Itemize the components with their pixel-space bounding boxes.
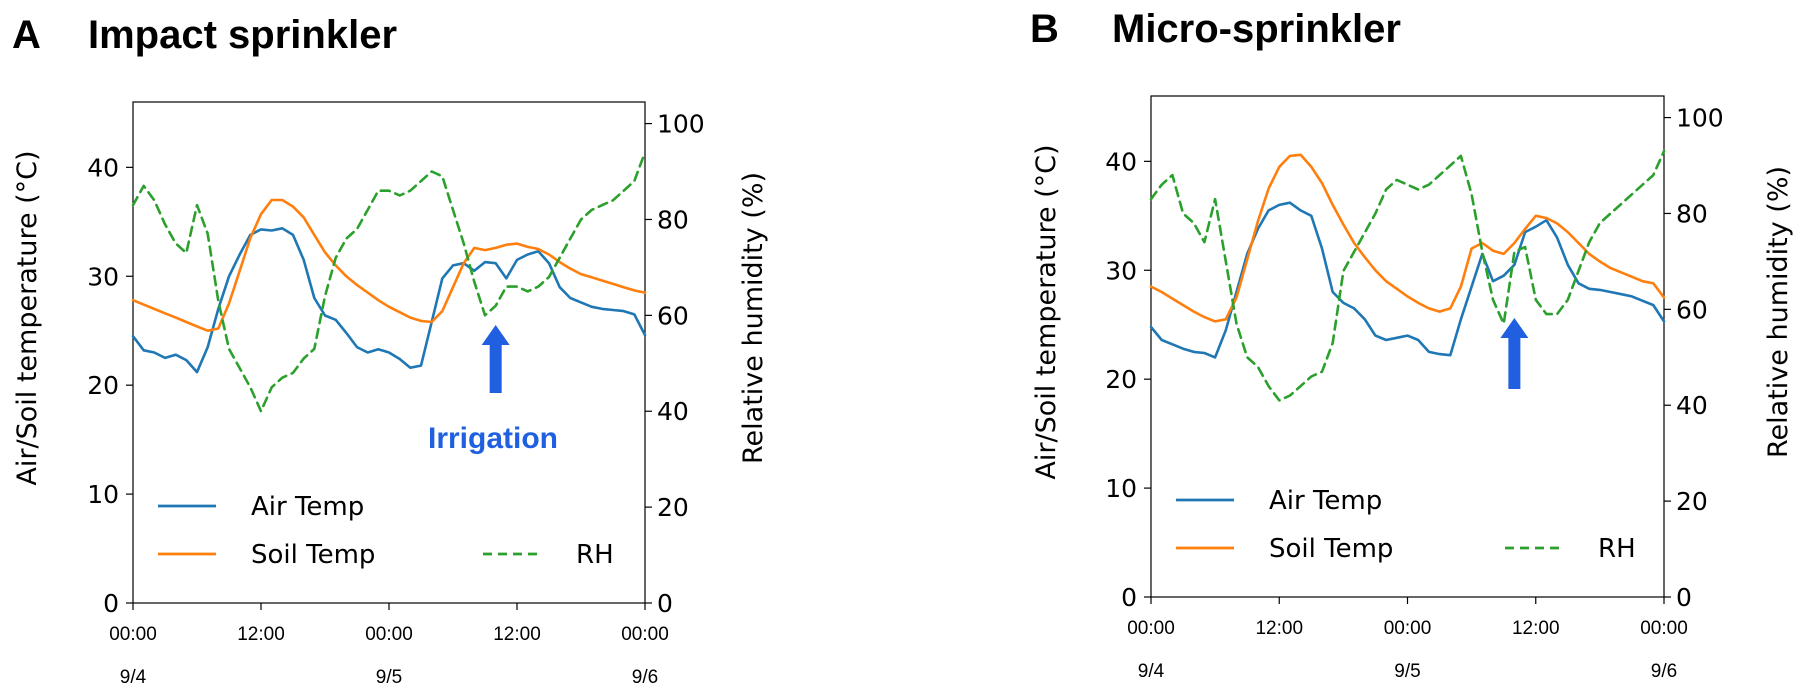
panel-a: A Impact sprinkler Air/Soil temperature … bbox=[12, 13, 769, 688]
panel-a-x-tick-date: 9/5 bbox=[376, 667, 402, 688]
panel-b-x-tick-date: 9/6 bbox=[1651, 661, 1677, 682]
panel-a-x-tick-date: 9/4 bbox=[120, 667, 147, 688]
panel-b-x-tick-date: 9/4 bbox=[1138, 661, 1165, 682]
panel-b-x-tick-time: 12:00 bbox=[1512, 618, 1560, 639]
panel-a-x-tick-time: 12:00 bbox=[493, 624, 541, 645]
panel-b-x-tick-time: 00:00 bbox=[1127, 618, 1175, 639]
panel-a-x-tick-time: 00:00 bbox=[109, 624, 157, 645]
panel-b-y2-tick-label: 0 bbox=[1676, 583, 1692, 612]
panel-b-y2-tick-label: 20 bbox=[1676, 487, 1708, 516]
panel-a-y-axis-label: Air/Soil temperature (°C) bbox=[12, 150, 43, 485]
panel-a-legend-label-soil-temp: Soil Temp bbox=[251, 540, 375, 570]
panel-b-irrigation-arrow-icon bbox=[1500, 318, 1529, 389]
panel-a-legend-label-air-temp: Air Temp bbox=[251, 492, 364, 522]
panel-a-y2-tick-label: 0 bbox=[657, 589, 673, 618]
panel-b-y-tick-label: 0 bbox=[1121, 583, 1137, 612]
panel-a-letter: A bbox=[12, 13, 41, 57]
panel-b-y2-tick-label: 40 bbox=[1676, 391, 1708, 420]
panel-b-y2-axis-label: Relative humidity (%) bbox=[1763, 166, 1794, 458]
panel-b-x-tick-date: 9/5 bbox=[1394, 661, 1420, 682]
panel-a-x-tick-time: 00:00 bbox=[621, 624, 669, 645]
panel-a-y-tick-label: 10 bbox=[87, 480, 119, 509]
panel-a-y-tick-label: 20 bbox=[87, 371, 119, 400]
panel-a-y2-axis-label: Relative humidity (%) bbox=[738, 172, 769, 464]
panel-b-x-tick-time: 00:00 bbox=[1384, 618, 1432, 639]
panel-a-y2-tick-label: 20 bbox=[657, 493, 689, 522]
panel-b: B Micro-sprinkler Air/Soil temperature (… bbox=[1030, 7, 1794, 682]
panel-a-series-soil-temp bbox=[131, 198, 647, 333]
panel-b-y-tick-label: 10 bbox=[1105, 474, 1137, 503]
panel-b-y-axis-label: Air/Soil temperature (°C) bbox=[1031, 144, 1062, 479]
panel-a-x-tick-time: 12:00 bbox=[237, 624, 285, 645]
panel-b-title: Micro-sprinkler bbox=[1112, 7, 1401, 51]
panel-a-y2-tick-label: 100 bbox=[657, 110, 705, 139]
panel-b-y-tick-label: 40 bbox=[1105, 147, 1137, 176]
panel-b-legend-label-rh: RH bbox=[1598, 534, 1636, 564]
panel-b-plot-area: 0 10 20 30 40 0 20 40 60 80 100 00:00 9/4 12:00 00:00 9… bbox=[1105, 95, 1724, 682]
panel-b-y2-tick-label: 80 bbox=[1676, 199, 1708, 228]
panel-b-y-tick-label: 20 bbox=[1105, 365, 1137, 394]
panel-a-x-tick-date: 9/6 bbox=[632, 667, 658, 688]
panel-a-y-tick-label: 30 bbox=[87, 262, 119, 291]
panel-b-y-tick-label: 30 bbox=[1105, 256, 1137, 285]
panel-a-plot-area: 0 10 20 30 40 0 20 40 60 80 100 00:00 9/4 12:00 00:00 9… bbox=[87, 101, 705, 688]
panel-a-y-tick-label: 40 bbox=[87, 153, 119, 182]
panel-b-legend-label-air-temp: Air Temp bbox=[1269, 486, 1382, 516]
panel-a-title: Impact sprinkler bbox=[88, 13, 397, 57]
panel-a-y2-tick-label: 40 bbox=[657, 397, 689, 426]
panel-a-x-tick-time: 00:00 bbox=[365, 624, 413, 645]
panel-b-letter: B bbox=[1030, 7, 1059, 51]
panel-a-y-tick-label: 0 bbox=[103, 589, 119, 618]
panel-a-irrigation-arrow-icon bbox=[481, 325, 510, 393]
panel-b-series-air-temp bbox=[1149, 201, 1666, 359]
panel-b-y2-tick-label: 100 bbox=[1676, 104, 1724, 133]
panel-b-x-tick-time: 12:00 bbox=[1255, 618, 1303, 639]
panel-a-y2-tick-label: 80 bbox=[657, 205, 689, 234]
panel-b-y2-tick-label: 60 bbox=[1676, 295, 1708, 324]
panel-b-series-soil-temp bbox=[1149, 153, 1666, 323]
panel-a-series-rh bbox=[131, 151, 647, 413]
panel-a-series-air-temp bbox=[131, 227, 647, 374]
panel-a-legend-label-rh: RH bbox=[576, 540, 614, 570]
panel-b-x-tick-time: 00:00 bbox=[1640, 618, 1688, 639]
panel-b-series-rh bbox=[1149, 149, 1666, 402]
panel-b-axes-frame bbox=[1150, 95, 1665, 598]
panel-a-y2-tick-label: 60 bbox=[657, 301, 689, 330]
panel-b-legend-label-soil-temp: Soil Temp bbox=[1269, 534, 1393, 564]
panel-a-irrigation-label: Irrigation bbox=[428, 422, 558, 455]
